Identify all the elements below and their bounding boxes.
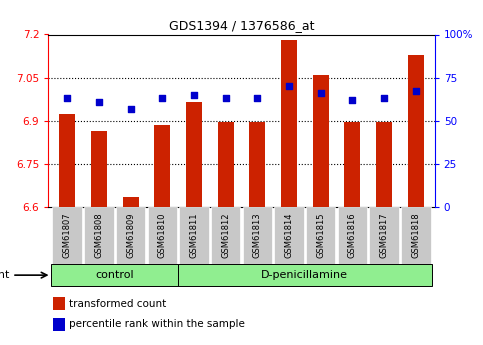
Text: D-penicillamine: D-penicillamine	[261, 270, 348, 280]
Text: GSM61814: GSM61814	[284, 213, 294, 258]
Point	[222, 96, 229, 101]
Point	[349, 97, 356, 103]
Point	[317, 90, 325, 96]
Text: GSM61807: GSM61807	[63, 213, 72, 258]
Bar	[281, 40, 297, 207]
Bar	[344, 122, 360, 207]
Text: GSM61811: GSM61811	[189, 213, 199, 258]
Point	[254, 96, 261, 101]
Text: GSM61812: GSM61812	[221, 213, 230, 258]
Point	[412, 89, 420, 94]
Text: GSM61818: GSM61818	[411, 213, 420, 258]
Text: agent: agent	[0, 270, 10, 280]
Point	[190, 92, 198, 98]
Bar	[218, 122, 234, 207]
Bar	[59, 114, 75, 207]
Text: percentile rank within the sample: percentile rank within the sample	[69, 319, 244, 329]
Point	[63, 96, 71, 101]
Text: GSM61813: GSM61813	[253, 213, 262, 258]
Text: control: control	[96, 270, 134, 280]
Point	[127, 106, 134, 111]
Bar	[155, 125, 170, 207]
Point	[285, 83, 293, 89]
Bar	[186, 102, 202, 207]
Text: GSM61816: GSM61816	[348, 213, 357, 258]
Bar	[249, 122, 265, 207]
Point	[380, 96, 388, 101]
Text: GSM61815: GSM61815	[316, 213, 325, 258]
Bar	[123, 197, 139, 207]
Bar	[408, 55, 424, 207]
Bar	[91, 131, 107, 207]
Bar	[313, 75, 328, 207]
Bar	[376, 122, 392, 207]
Text: GSM61817: GSM61817	[380, 213, 388, 258]
Text: GSM61809: GSM61809	[126, 213, 135, 258]
Text: transformed count: transformed count	[69, 299, 166, 308]
Title: GDS1394 / 1376586_at: GDS1394 / 1376586_at	[169, 19, 314, 32]
Text: GSM61808: GSM61808	[95, 213, 103, 258]
Point	[95, 99, 103, 105]
Point	[158, 96, 166, 101]
Text: GSM61810: GSM61810	[158, 213, 167, 258]
